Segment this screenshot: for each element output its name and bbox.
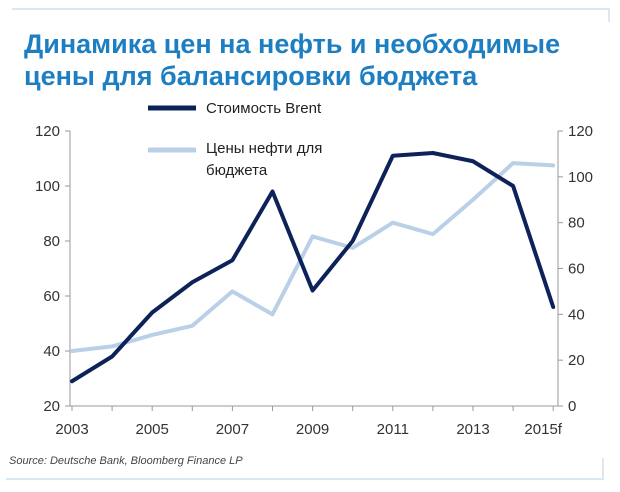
right-axis-tick-label: 60 xyxy=(568,261,585,278)
left-axis-tick-label: 80 xyxy=(43,233,60,250)
chart-series xyxy=(70,151,556,384)
chart-title: Динамика цен на нефть и необходимые цены… xyxy=(24,28,604,92)
left-axis-tick-label: 100 xyxy=(35,178,60,195)
top-frame-line xyxy=(12,8,610,10)
x-axis-tick-label: 2015f xyxy=(524,421,562,438)
right-axis-tick-label: 40 xyxy=(568,306,585,323)
legend-label-budget-line-2: бюджета xyxy=(206,162,268,179)
left-axis-tick-label: 60 xyxy=(43,288,60,305)
chart-legend: Стоимость Brent Цены нефти для бюджета xyxy=(148,100,322,179)
source-note: Source: Deutsche Bank, Bloomberg Finance… xyxy=(9,455,243,467)
right-axis-tick-label: 100 xyxy=(568,169,593,186)
right-axis-tick-label: 80 xyxy=(568,215,585,232)
left-axis-tick-label: 20 xyxy=(43,398,60,415)
right-axis-tick-label: 0 xyxy=(568,398,576,415)
chart-title-line-2: цены для балансировки бюджета xyxy=(24,61,478,91)
chart-title-line-1: Динамика цен на нефть и необходимые xyxy=(24,29,561,59)
left-axis-tick-label: 40 xyxy=(43,343,60,360)
x-axis-tick-label: 2011 xyxy=(377,421,409,438)
bottom-frame-corner xyxy=(602,458,604,480)
legend-label-budget-line-1: Цены нефти для xyxy=(206,140,322,157)
legend-label-brent: Стоимость Brent xyxy=(206,100,322,117)
x-axis-tick-label: 2003 xyxy=(55,421,88,438)
x-axis-tick-label: 2005 xyxy=(136,421,169,438)
top-frame-corner xyxy=(608,8,610,22)
right-axis-tick-label: 120 xyxy=(568,123,593,140)
series-line-budget xyxy=(70,161,556,353)
left-axis-tick-label: 120 xyxy=(35,123,60,140)
series-line-brent xyxy=(70,151,556,384)
chart-axes: 20 40 60 80 100 120 0 20 40 60 80 100 120 2003 2005 200… xyxy=(35,123,593,438)
x-axis-tick-label: 2009 xyxy=(296,421,329,438)
x-axis-tick-label: 2007 xyxy=(216,421,249,438)
bottom-frame-line xyxy=(6,478,604,480)
right-axis-tick-label: 20 xyxy=(568,352,585,369)
x-axis-tick-label: 2013 xyxy=(456,421,489,438)
